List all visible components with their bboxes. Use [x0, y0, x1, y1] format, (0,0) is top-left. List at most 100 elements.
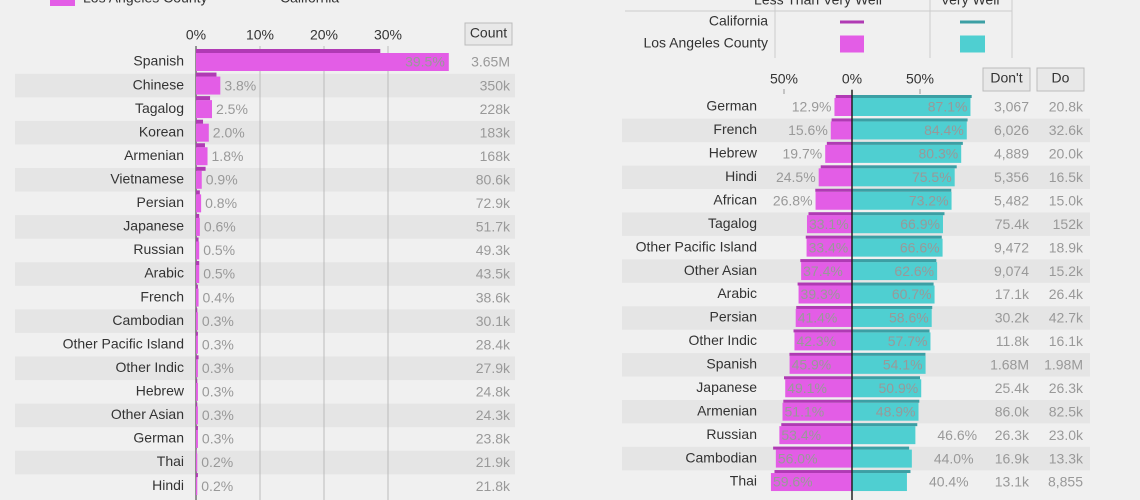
x-tick-label: 50% [770, 71, 798, 87]
category-label: Russian [133, 241, 184, 257]
category-label: Persian [710, 309, 757, 325]
column-header-box [982, 67, 1031, 92]
value-label: 41.4% [798, 310, 838, 326]
bar-well [852, 305, 933, 309]
column-value: 8,855 [1048, 474, 1083, 490]
bar-well [852, 168, 955, 187]
column-value: 9,074 [994, 263, 1029, 279]
value-label: 58.6% [889, 310, 929, 326]
category-label: Other Pacific Island [636, 238, 757, 254]
bar-well [852, 95, 972, 98]
count-value: 27.9k [476, 360, 511, 376]
bar [196, 355, 199, 360]
count-value: 72.9k [476, 195, 511, 211]
legend-label: California [709, 13, 768, 29]
value-label: 15.6% [788, 122, 828, 138]
bar [196, 331, 198, 336]
bar-less [820, 165, 852, 169]
count-value: 23.8k [476, 431, 511, 447]
value-label: 51.1% [785, 403, 825, 419]
bar-well [852, 402, 919, 421]
bar [196, 477, 198, 496]
bar [196, 402, 198, 407]
count-value: 183k [480, 124, 511, 140]
bar [196, 473, 198, 478]
category-label: Cambodian [685, 449, 757, 465]
bar [196, 406, 198, 425]
category-label: Arabic [717, 285, 757, 301]
category-label: Korean [139, 123, 184, 139]
bar-well [852, 332, 931, 351]
legend-group: Less Than Very Well [754, 0, 882, 8]
category-label: Armenian [124, 147, 184, 163]
count-value: 350k [480, 77, 511, 93]
bar-well [852, 470, 911, 474]
bar-less [808, 212, 852, 216]
legend-swatch [960, 20, 985, 24]
column-header-box [464, 22, 513, 46]
category-label: Tagalog [135, 100, 184, 116]
value-label: 2.5% [216, 101, 248, 117]
bar-less [795, 308, 852, 327]
category-label: French [713, 121, 757, 137]
bar-well [852, 141, 963, 145]
category-label: Armenian [697, 402, 757, 418]
row-stripe [15, 450, 515, 475]
column-header: Do [1052, 70, 1070, 86]
column-value: 15.2k [1049, 263, 1084, 279]
count-value: 168k [480, 148, 511, 164]
category-label: Japanese [123, 218, 184, 234]
bar-well [852, 376, 920, 380]
legend-group: Very Well [941, 0, 1000, 8]
bar-well [852, 238, 943, 257]
bar-less [801, 262, 852, 281]
bar-less [825, 144, 852, 163]
bar-less [782, 402, 852, 421]
value-label: 50.9% [879, 380, 919, 396]
category-label: Thai [157, 453, 184, 469]
bar-less [770, 473, 852, 492]
value-label: 62.6% [894, 263, 934, 279]
bar [196, 143, 205, 148]
value-label: 75.5% [912, 169, 952, 185]
bar [196, 100, 212, 119]
bar-less [831, 118, 852, 122]
category-label: French [140, 288, 184, 304]
bar-well [852, 379, 922, 398]
category-label: Hindi [725, 168, 757, 184]
bar-less [781, 423, 852, 427]
column-value: 26.3k [1049, 380, 1084, 396]
value-label: 33.1% [809, 216, 849, 232]
category-label: Hindi [152, 477, 184, 493]
value-label: 84.4% [924, 122, 964, 138]
bar [196, 449, 197, 454]
bar [196, 241, 200, 260]
value-label: 56.0% [778, 450, 818, 466]
value-label: 0.2% [201, 478, 233, 494]
category-label: Thai [730, 473, 757, 489]
row-stripe [15, 309, 515, 333]
bar-well [852, 473, 907, 492]
bar-less [835, 95, 852, 98]
bar-well [852, 329, 930, 333]
bar-well [852, 446, 910, 450]
value-label: 49.1% [787, 380, 827, 396]
legend-swatch [840, 20, 864, 24]
bar [196, 76, 221, 95]
column-value: 3,067 [994, 99, 1029, 115]
value-label: 0.5% [203, 266, 235, 282]
value-label: 39.5% [405, 54, 445, 70]
bar-well [852, 235, 942, 239]
bar-well [852, 308, 932, 327]
category-label: Vietnamese [110, 171, 184, 187]
legend-swatch [960, 35, 985, 53]
bar [196, 213, 200, 218]
bar-well [852, 144, 962, 163]
bar-less [830, 121, 852, 140]
bar [196, 49, 381, 53]
bar [196, 335, 198, 354]
value-label: 0.6% [204, 219, 236, 235]
category-label: Hebrew [709, 145, 758, 161]
category-label: Chinese [133, 76, 185, 92]
category-label: Spanish [133, 53, 184, 69]
